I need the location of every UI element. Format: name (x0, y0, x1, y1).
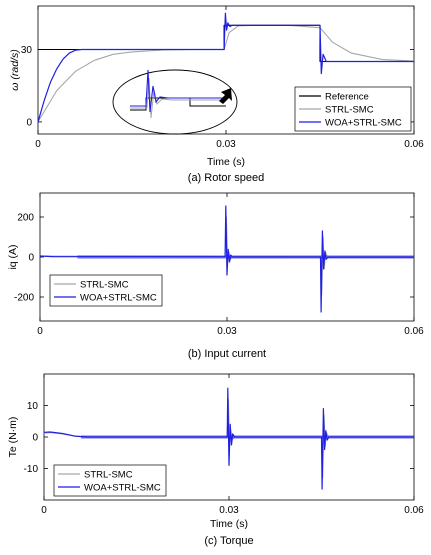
panel-caption: (c) Torque (204, 535, 253, 547)
y-tick-label: 200 (17, 213, 34, 224)
legend-label: WOA+STRL-SMC (84, 483, 161, 494)
y-tick-label: 0 (32, 433, 38, 444)
x-axis-label: Time (s) (207, 156, 245, 168)
series-line-woa-strl-smc (37, 12, 414, 123)
y-tick-label: 10 (27, 401, 39, 412)
ripple-band (81, 435, 414, 439)
legend-label: Reference (325, 92, 369, 103)
y-tick-label: 0 (28, 253, 34, 264)
panel-caption: (a) Rotor speed (188, 172, 264, 184)
series-line-strl-smc (37, 24, 415, 123)
chart-panel-1: 0 30 0 0.03 0.06 Reference STRL-SMC WOA+STRL-SM… (9, 5, 424, 184)
x-tick-label: 0.06 (404, 139, 424, 150)
y-axis-label: ω (rad/s) (9, 49, 21, 90)
inset-woa-line (130, 69, 226, 113)
y-axis-label: iq (A) (7, 244, 19, 269)
zoom-inset-ellipse (112, 69, 238, 135)
y-tick-label: 30 (21, 45, 33, 56)
x-tick-label: 0 (37, 326, 43, 337)
chart-panel-2: 200 0 -200 0 0.03 0.06 STRL-SMC WOA+STRL-SMC iq … (7, 192, 424, 360)
legend-label: STRL-SMC (80, 280, 129, 291)
y-tick-label: 0 (26, 117, 32, 128)
x-axis-label: Time (s) (210, 518, 248, 530)
legend: STRL-SMC WOA+STRL-SMC (53, 464, 167, 497)
ripple-band (77, 255, 415, 259)
legend: Reference STRL-SMC WOA+STRL-SMC (294, 86, 412, 132)
x-tick-label: 0.03 (217, 326, 237, 337)
legend: STRL-SMC WOA+STRL-SMC (49, 274, 163, 307)
y-tick-label: -200 (14, 293, 34, 304)
x-tick-label: 0.03 (216, 139, 236, 150)
legend-label: WOA+STRL-SMC (325, 118, 402, 129)
x-tick-label: 0 (35, 139, 41, 150)
legend-label: WOA+STRL-SMC (80, 293, 157, 304)
series-line-reference (38, 24, 414, 63)
panel-caption: (b) Input current (188, 348, 266, 360)
x-tick-label: 0.06 (404, 326, 424, 337)
chart-panel-3: 10 0 -10 0 0.03 0.06 STRL-SMC WOA+STRL-SMC Te (N… (7, 373, 424, 547)
arrow-icon (219, 88, 232, 104)
legend-box (53, 464, 167, 497)
x-tick-label: 0 (41, 505, 47, 516)
y-tick-label: -10 (24, 464, 39, 475)
x-tick-label: 0.06 (404, 505, 424, 516)
y-axis-label: Te (N·m) (7, 417, 19, 458)
legend-box (49, 274, 163, 307)
x-tick-label: 0.03 (219, 505, 239, 516)
legend-label: STRL-SMC (84, 470, 133, 481)
series-line-woa-strl-smc (43, 387, 414, 490)
legend-label: STRL-SMC (325, 105, 374, 116)
